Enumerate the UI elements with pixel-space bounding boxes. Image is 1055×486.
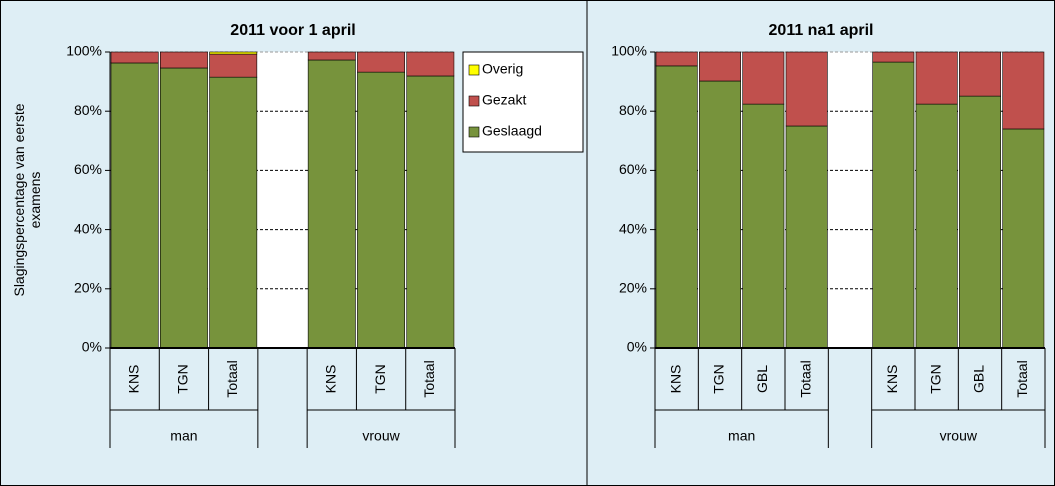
x-tick-label: TGN: [372, 364, 388, 394]
y-tick-label: 0%: [627, 339, 647, 355]
bar-segment: [959, 51, 1001, 97]
x-tick-label: TGN: [711, 364, 727, 394]
legend-label: Overig: [482, 61, 523, 77]
group-label: vrouw: [940, 428, 978, 444]
bar-segment: [307, 51, 356, 61]
x-tick-label: Totaal: [1014, 360, 1030, 397]
bar-segment: [742, 103, 785, 349]
legend-label: Geslaagd: [482, 123, 542, 139]
chart-title: 2011 voor 1 april: [230, 22, 355, 39]
x-tick-label: TGN: [927, 364, 943, 394]
y-axis-label: Slagingspercentage van eersteexamens: [11, 103, 43, 296]
legend-swatch: [468, 126, 480, 138]
y-tick-label: 20%: [619, 280, 647, 296]
legend-swatch: [468, 64, 480, 76]
bar-segment: [110, 62, 159, 349]
bar-segment: [785, 125, 828, 349]
bar-segment: [209, 51, 258, 55]
bar-segment: [209, 53, 258, 78]
y-tick-label: 80%: [619, 102, 647, 118]
bar-segment: [872, 61, 915, 349]
bar-segment: [742, 51, 785, 105]
chart-title: 2011 na1 april: [769, 22, 874, 39]
x-tick-label: KNS: [322, 365, 338, 394]
legend-label: Gezakt: [482, 92, 526, 108]
y-tick-label: 40%: [619, 220, 647, 236]
y-tick-label: 100%: [66, 43, 102, 59]
x-tick-label: GBL: [754, 365, 770, 393]
bar-segment: [655, 65, 698, 349]
group-label: man: [728, 428, 755, 444]
bar-segment: [159, 51, 208, 69]
bar-segment: [307, 59, 356, 349]
x-tick-label: Totaal: [421, 360, 437, 397]
bar-segment: [959, 95, 1001, 349]
x-tick-label: KNS: [884, 365, 900, 394]
bar-segment: [357, 51, 406, 73]
x-tick-label: Totaal: [224, 360, 240, 397]
legend-box: [462, 51, 584, 153]
bar-segment: [699, 80, 741, 349]
bar-segment: [406, 75, 455, 349]
bar-segment: [699, 51, 741, 82]
x-tick-label: Totaal: [797, 360, 813, 397]
y-tick-label: 100%: [611, 43, 647, 59]
y-tick-label: 40%: [74, 220, 102, 236]
bar-segment: [655, 51, 698, 67]
bar-segment: [915, 51, 958, 105]
x-tick-label: TGN: [175, 364, 191, 394]
bar-segment: [357, 71, 406, 349]
bar-segment: [915, 103, 958, 349]
x-tick-label: KNS: [125, 365, 141, 394]
bar-segment: [1002, 128, 1045, 349]
y-tick-label: 60%: [619, 161, 647, 177]
bar-segment: [110, 51, 159, 64]
y-tick-label: 60%: [74, 161, 102, 177]
legend-swatch: [468, 95, 480, 107]
bar-segment: [159, 67, 208, 349]
x-tick-label: GBL: [971, 365, 987, 393]
group-label: vrouw: [362, 428, 400, 444]
bar-segment: [406, 51, 455, 77]
bar-segment: [1002, 51, 1045, 130]
y-tick-label: 0%: [82, 339, 102, 355]
group-label: man: [170, 428, 197, 444]
y-tick-label: 80%: [74, 102, 102, 118]
bar-segment: [872, 51, 915, 63]
bar-segment: [209, 76, 258, 349]
bar-segment: [785, 51, 828, 127]
y-tick-label: 20%: [74, 280, 102, 296]
x-tick-label: KNS: [667, 365, 683, 394]
